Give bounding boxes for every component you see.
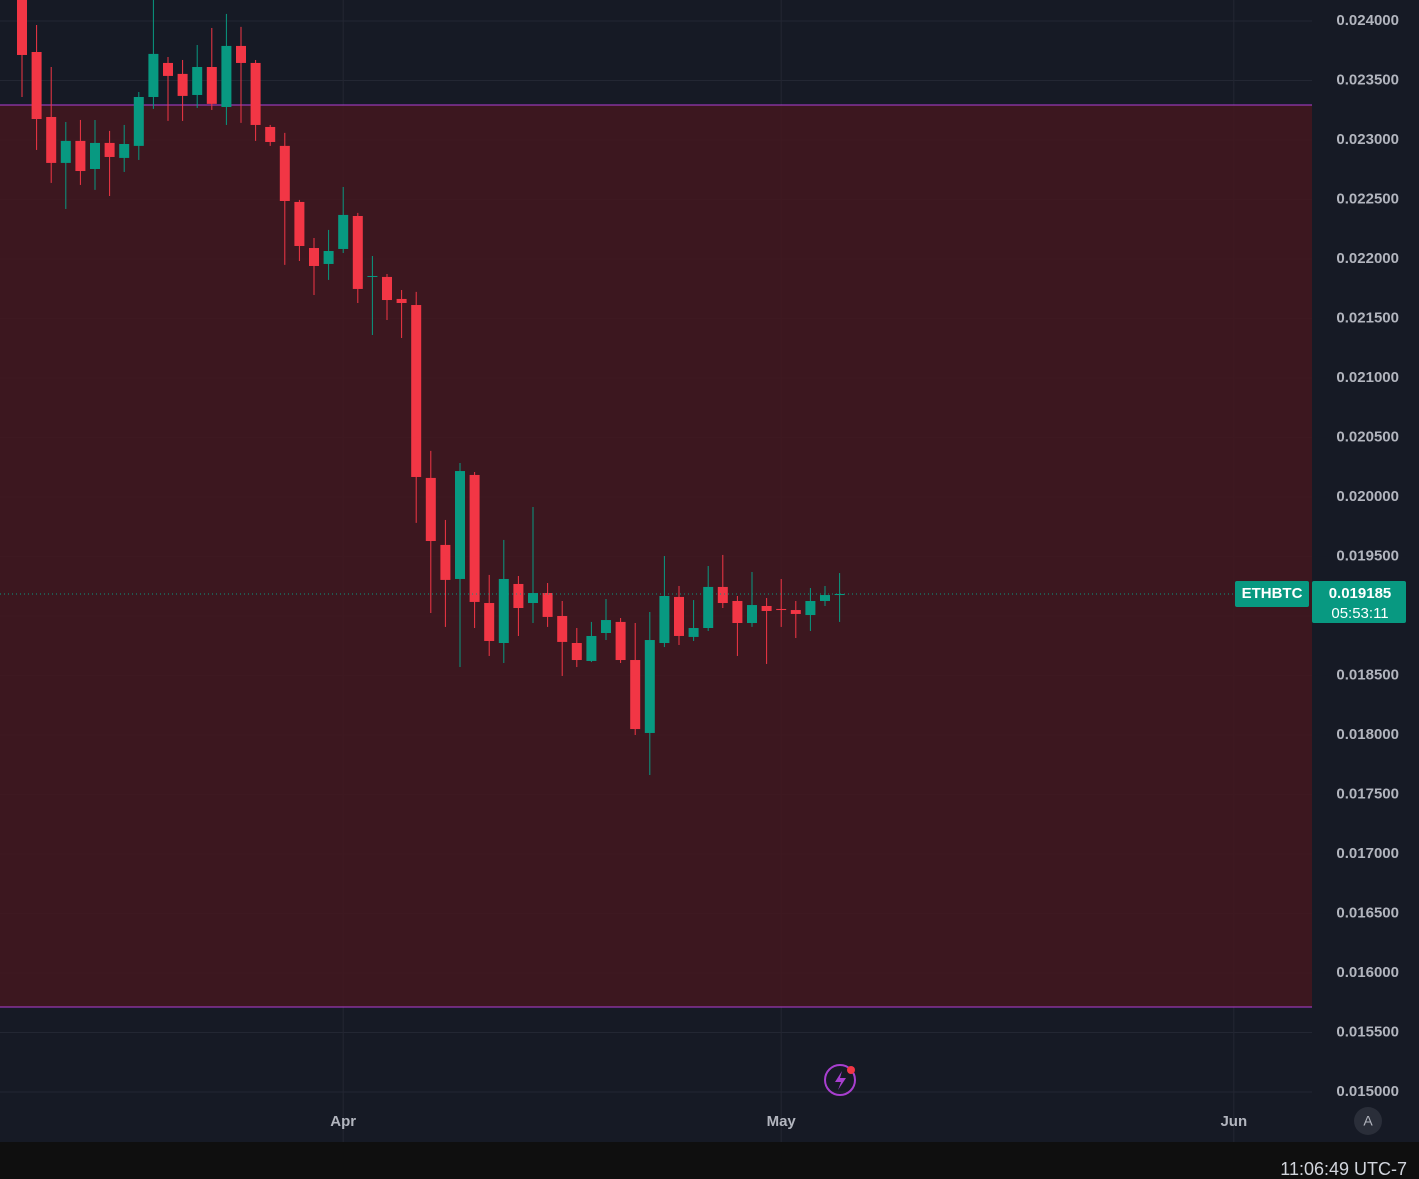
candle-body <box>498 578 509 643</box>
y-tick-label: 0.018000 <box>1336 726 1399 743</box>
lightning <box>835 1071 846 1090</box>
footer-bar <box>0 1142 1419 1179</box>
candle-body <box>17 0 27 55</box>
candle-body <box>236 45 246 63</box>
price-label: 0.019185 <box>1329 585 1392 602</box>
y-tick-label: 0.018500 <box>1336 666 1399 683</box>
candle-body <box>221 45 232 107</box>
candle-body <box>805 600 816 616</box>
y-tick-label: 0.023000 <box>1336 131 1399 148</box>
candle-body <box>761 605 772 611</box>
candle-body <box>571 642 582 661</box>
candle-body <box>528 593 538 604</box>
candle-body <box>90 142 100 169</box>
candle-body <box>104 142 115 157</box>
axes: 0.015000 0.015500 0.016000 0.016500 0.017000… <box>330 12 1406 1130</box>
candle-body <box>732 600 743 624</box>
snapshot-icon[interactable] <box>824 1064 856 1096</box>
candle-body <box>586 635 597 661</box>
candle-body <box>133 96 144 146</box>
candle-body <box>294 201 305 246</box>
candle-body <box>776 608 787 611</box>
candle-body <box>338 214 349 249</box>
candle-body <box>834 593 845 596</box>
x-tick-label: May <box>767 1113 797 1130</box>
y-tick-label: 0.021500 <box>1336 309 1399 326</box>
zone-layer <box>0 104 1312 1008</box>
candle-body <box>484 603 495 641</box>
candle-body <box>119 143 130 158</box>
candle-body <box>163 62 173 76</box>
y-tick-label: 0.022000 <box>1336 250 1399 267</box>
y-tick-label: 0.024000 <box>1336 12 1399 29</box>
candle-body <box>601 620 611 634</box>
candle-body <box>411 305 422 477</box>
countdown-label: 05:53:11 <box>1331 605 1388 622</box>
candles <box>0 0 1312 775</box>
candle-body <box>148 53 159 97</box>
candle-body <box>382 276 392 301</box>
candle-body <box>717 586 728 604</box>
candle-body <box>250 62 261 125</box>
y-tick-label: 0.022500 <box>1336 190 1399 207</box>
candle-body <box>31 52 42 120</box>
candle-body <box>820 595 830 601</box>
y-tick-label: 0.020000 <box>1336 488 1399 505</box>
y-tick-label: 0.017000 <box>1336 845 1399 862</box>
candle-body <box>674 596 684 636</box>
candle-body <box>177 73 188 96</box>
notification-dot <box>847 1066 855 1074</box>
candle-body <box>367 275 378 277</box>
y-tick-label: 0.019500 <box>1336 547 1399 564</box>
candle-body <box>46 116 57 163</box>
price-tag <box>1312 580 1406 623</box>
candle-body <box>192 67 203 95</box>
candle-body <box>309 248 319 266</box>
candle-body <box>659 595 670 643</box>
candle-body <box>644 640 655 733</box>
candle-body <box>440 544 451 580</box>
candle-body <box>206 67 217 104</box>
y-tick-label: 0.016500 <box>1336 904 1399 921</box>
candle-body <box>790 610 801 614</box>
auto-scale-label: A <box>1363 1113 1373 1129</box>
candle-body <box>703 586 714 629</box>
symbol-tag <box>1235 580 1309 607</box>
y-tick-label: 0.016000 <box>1336 964 1399 981</box>
candle-body <box>747 605 757 624</box>
candle-body <box>75 140 86 172</box>
candle-body <box>469 474 480 602</box>
x-tick-label: Jun <box>1220 1113 1247 1130</box>
x-tick-label: Apr <box>330 1113 356 1130</box>
zone-rect <box>0 104 1312 1008</box>
candle-body <box>630 660 641 730</box>
y-tick-label: 0.017500 <box>1336 785 1399 802</box>
y-tick-label: 0.015000 <box>1336 1083 1399 1100</box>
candle-body <box>455 471 465 579</box>
candle-body <box>557 615 568 642</box>
candle-body <box>352 215 363 289</box>
y-tick-label: 0.020500 <box>1336 428 1399 445</box>
candle-body <box>60 140 71 163</box>
candle-body <box>615 621 626 661</box>
symbol-label: ETHBTC <box>1242 585 1303 602</box>
y-tick-label: 0.023500 <box>1336 71 1399 88</box>
clock: 11:06:49 UTC-7 <box>1280 1159 1407 1179</box>
candle-body <box>323 250 334 264</box>
candle-body <box>279 145 290 202</box>
auto-scale-button[interactable] <box>1354 1107 1382 1135</box>
candle-body <box>688 628 699 637</box>
candle-body <box>425 477 436 542</box>
candle-body <box>513 583 524 609</box>
candle-body <box>542 593 553 617</box>
candle-body <box>265 126 276 142</box>
y-tick-label: 0.015500 <box>1336 1023 1399 1040</box>
candle-body <box>396 298 407 303</box>
y-tick-label: 0.021000 <box>1336 369 1399 386</box>
